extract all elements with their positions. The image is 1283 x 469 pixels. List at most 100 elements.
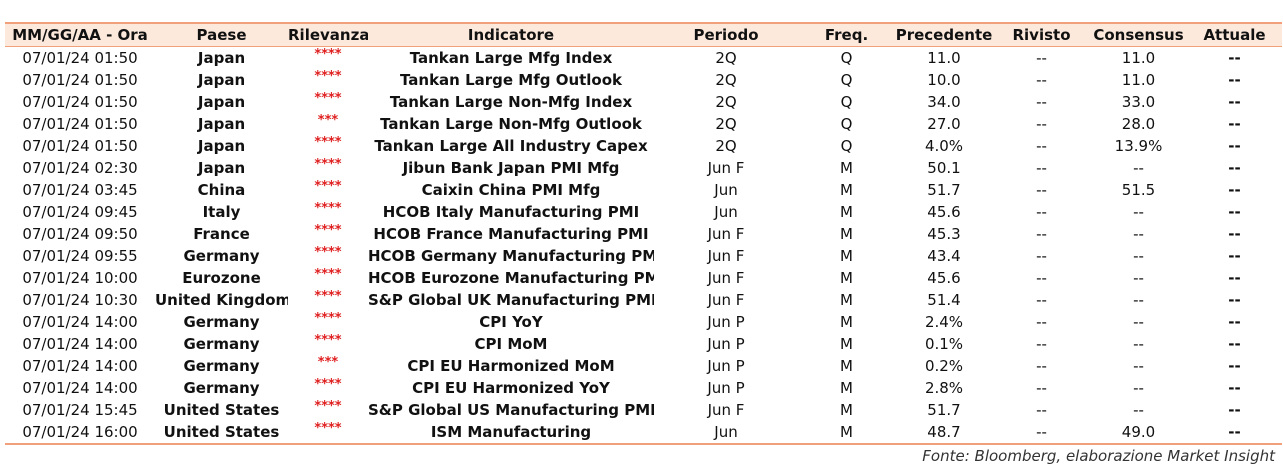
table-cell: -- — [1036, 181, 1047, 199]
table-cell: HCOB Eurozone Manufacturing PMI — [368, 269, 654, 287]
table-cell: 07/01/24 01:50 — [22, 137, 138, 155]
table-cell: **** — [314, 399, 342, 414]
table-cell: M — [840, 423, 853, 441]
table-cell: 07/01/24 15:45 — [22, 401, 138, 419]
table-cell: -- — [1228, 291, 1241, 309]
table-cell: Germany — [183, 335, 260, 353]
table-cell: -- — [1133, 313, 1144, 331]
table-cell: -- — [1133, 335, 1144, 353]
table-cell: M — [840, 181, 853, 199]
table-cell: Q — [840, 93, 853, 111]
column-header: Rivisto — [1012, 26, 1071, 44]
table-row: 07/01/24 10:30 United Kingdom **** S&P Glob… — [5, 289, 1282, 311]
table-cell: **** — [314, 245, 342, 260]
table-cell: -- — [1036, 357, 1047, 375]
table-row: 07/01/24 02:30 Japan **** Jibun Bank Japan … — [5, 157, 1282, 179]
table-cell: -- — [1133, 159, 1144, 177]
table-cell: Japan — [197, 137, 246, 155]
table-cell: M — [840, 159, 853, 177]
column-header: Paese — [196, 26, 247, 44]
table-cell: -- — [1133, 225, 1144, 243]
table-cell: -- — [1228, 401, 1241, 419]
table-cell: -- — [1228, 115, 1241, 133]
table-cell: **** — [314, 311, 342, 326]
table-row: 07/01/24 10:00 Eurozone **** HCOB Eurozone … — [5, 267, 1282, 289]
table-cell: **** — [314, 333, 342, 348]
table-cell: -- — [1228, 49, 1241, 67]
table-cell: Jun F — [707, 225, 745, 243]
table-row: 07/01/24 14:00 Germany **** CPI YoY Jun P M 2.… — [5, 311, 1282, 333]
table-cell: ISM Manufacturing — [430, 423, 592, 441]
table-cell: S&P Global US Manufacturing PMI — [368, 401, 654, 419]
table-cell: -- — [1228, 247, 1241, 265]
table-cell: -- — [1036, 401, 1047, 419]
table-cell: **** — [314, 47, 342, 62]
table-cell: *** — [317, 355, 339, 370]
table-cell: 07/01/24 10:00 — [22, 269, 138, 287]
table-cell: 07/01/24 02:30 — [22, 159, 138, 177]
table-cell: 07/01/24 09:55 — [22, 247, 138, 265]
table-cell: CPI EU Harmonized YoY — [412, 379, 610, 397]
table-cell: -- — [1133, 401, 1144, 419]
table-cell: Japan — [197, 159, 246, 177]
column-header: Rilevanza — [288, 26, 368, 44]
table-cell: United States — [163, 401, 280, 419]
table-cell: -- — [1036, 49, 1047, 67]
table-cell: Jun — [714, 181, 738, 199]
table-cell: -- — [1228, 225, 1241, 243]
table-cell: 2.4% — [924, 313, 964, 331]
table-cell: 07/01/24 14:00 — [22, 379, 138, 397]
table-cell: -- — [1036, 203, 1047, 221]
table-cell: 07/01/24 09:45 — [22, 203, 138, 221]
table-row: 07/01/24 14:00 Germany *** CPI EU Harmonize… — [5, 355, 1282, 377]
table-header: MM/GG/AA - Ora Paese Rilevanza Indicatore Pe… — [5, 23, 1282, 47]
table-cell: **** — [314, 267, 342, 282]
table-cell: -- — [1036, 159, 1047, 177]
table-cell: -- — [1036, 313, 1047, 331]
table-cell: Japan — [197, 115, 246, 133]
table-cell: **** — [314, 157, 342, 172]
table-row: 07/01/24 15:45 United States **** S&P Globa… — [5, 399, 1282, 421]
table-cell: **** — [314, 69, 342, 84]
table-cell: Germany — [183, 247, 260, 265]
table-row: 07/01/24 09:45 Italy **** HCOB Italy Manufa… — [5, 201, 1282, 223]
table-cell: -- — [1228, 137, 1241, 155]
table-cell: 45.6 — [927, 203, 961, 221]
table-cell: CPI EU Harmonized MoM — [407, 357, 615, 375]
table-cell: M — [840, 313, 853, 331]
table-cell: 51.7 — [927, 181, 961, 199]
table-cell: 07/01/24 10:30 — [22, 291, 138, 309]
table-cell: Germany — [183, 313, 260, 331]
table-cell: 28.0 — [1121, 115, 1156, 133]
table-cell: Q — [840, 137, 853, 155]
table-cell: Tankan Large All Industry Capex — [374, 137, 648, 155]
table-cell: **** — [314, 377, 342, 392]
table-row: 07/01/24 01:50 Japan **** Tankan Large Mfg … — [5, 47, 1282, 70]
table-cell: -- — [1228, 357, 1241, 375]
column-header: Consensus — [1093, 26, 1184, 44]
table-cell: **** — [314, 179, 342, 194]
column-header: MM/GG/AA - Ora — [12, 26, 148, 44]
table-cell: -- — [1036, 225, 1047, 243]
column-header: Precedente — [895, 26, 993, 44]
table-cell: 51.4 — [927, 291, 961, 309]
table-cell: United States — [163, 423, 280, 441]
table-cell: -- — [1036, 269, 1047, 287]
table-cell: -- — [1228, 203, 1241, 221]
table-cell: China — [197, 181, 246, 199]
table-cell: -- — [1228, 269, 1241, 287]
table-cell: -- — [1133, 269, 1144, 287]
table-cell: 07/01/24 01:50 — [22, 49, 138, 67]
table-cell: -- — [1133, 291, 1144, 309]
table-cell: 51.7 — [927, 401, 961, 419]
table-cell: HCOB France Manufacturing PMI — [373, 225, 649, 243]
table-cell: 07/01/24 09:50 — [22, 225, 138, 243]
table-cell: Jun F — [707, 269, 745, 287]
table-row: 07/01/24 01:50 Japan **** Tankan Large Mfg … — [5, 69, 1282, 91]
table-cell: -- — [1133, 203, 1144, 221]
table-cell: Tankan Large Mfg Outlook — [399, 71, 623, 89]
table-cell: M — [840, 203, 853, 221]
table-cell: **** — [314, 289, 342, 304]
table-cell: -- — [1228, 313, 1241, 331]
table-cell: 2Q — [715, 49, 737, 67]
